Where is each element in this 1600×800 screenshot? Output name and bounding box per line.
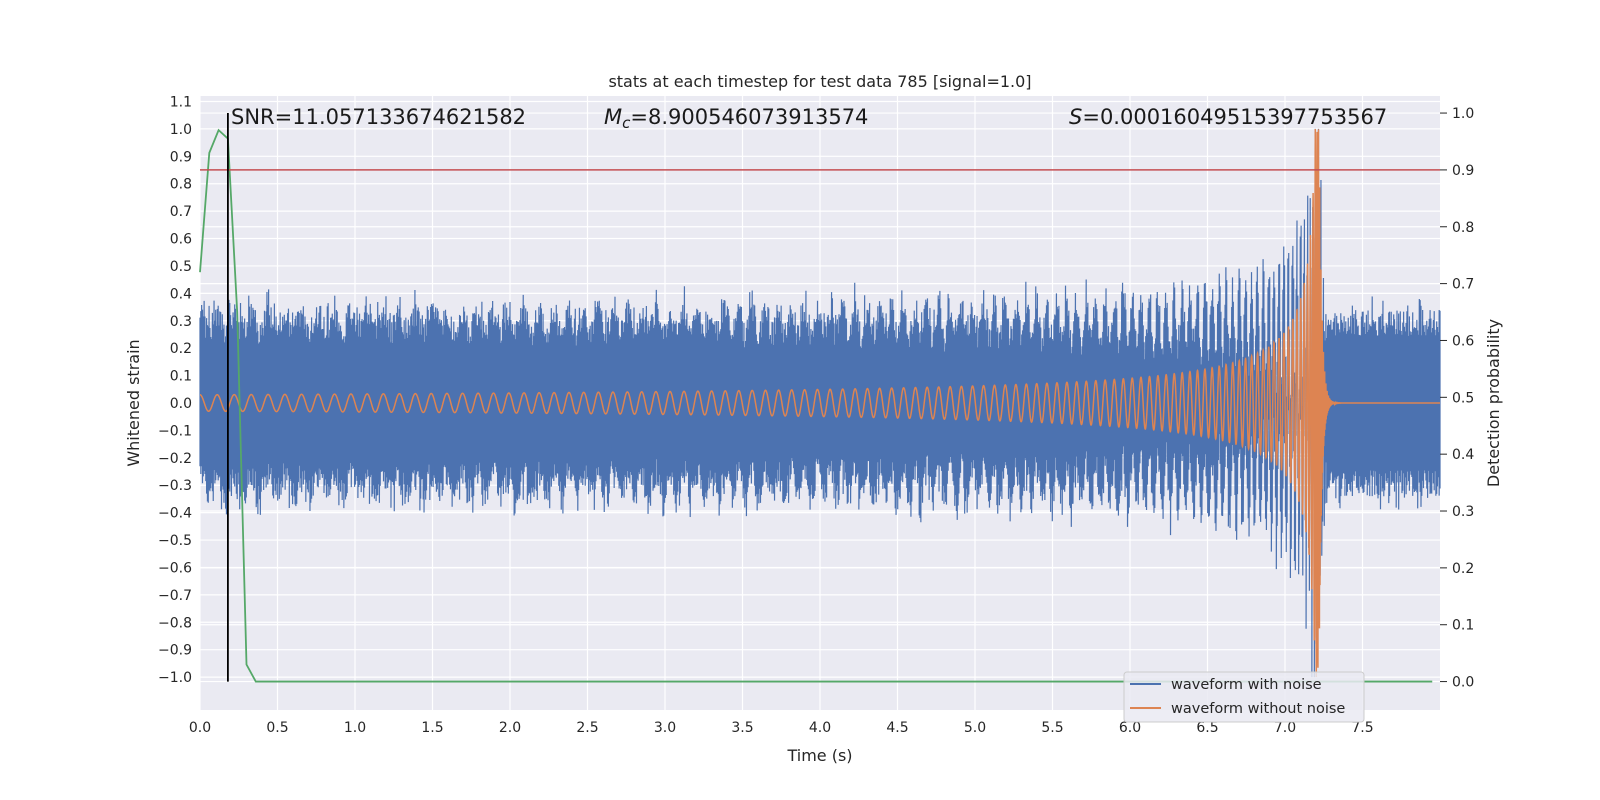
y-right-tick-label: 0.7 (1452, 277, 1474, 293)
x-tick-label: 7.5 (1351, 720, 1373, 736)
chirp-mass-annotation: Mc=8.900546073913574 (604, 105, 868, 132)
x-tick-label: 2.5 (576, 720, 598, 736)
x-tick-label: 1.0 (344, 720, 366, 736)
y-left-tick-label: 0.3 (170, 314, 192, 330)
y-left-tick-label: 0.9 (170, 149, 192, 165)
y-right-tick-label: 0.5 (1452, 390, 1474, 406)
x-tick-label: 7.0 (1274, 720, 1296, 736)
y-axis-right-label: Detection probability (1484, 319, 1503, 487)
chirp-mass-subscript: c (622, 114, 631, 132)
x-tick-label: 3.0 (654, 720, 676, 736)
chart-title: stats at each timestep for test data 785… (608, 72, 1031, 91)
series-layer (199, 128, 1441, 678)
tick-layer: 0.0 0.5 1.0 1.5 2.0 2.5 3.0 3.5 4.0 4.5 5.0 5.5 6.0 6… (158, 94, 1474, 736)
y-left-tick-label: −0.1 (158, 423, 192, 439)
y-right-tick-label: 0.9 (1452, 163, 1474, 179)
x-tick-label: 1.5 (421, 720, 443, 736)
chirp-mass-value: =8.900546073913574 (630, 105, 868, 129)
y-left-tick-label: −1.0 (158, 670, 192, 686)
y-left-tick-label: −0.9 (158, 643, 192, 659)
y-left-tick-label: 0.0 (170, 396, 192, 412)
series-waveform-without-noise (199, 128, 1440, 677)
y-right-tick-label: 0.0 (1452, 675, 1474, 691)
x-tick-label: 0.0 (189, 720, 211, 736)
legend-box (1123, 671, 1365, 723)
x-axis-label: Time (s) (786, 746, 852, 765)
s-value: =0.00016049515397753567 (1082, 105, 1387, 129)
y-left-tick-label: 1.1 (170, 94, 192, 110)
x-tick-label: 0.5 (266, 720, 288, 736)
legend: waveform with noise waveform without noi… (1123, 671, 1365, 723)
legend-label-noise: waveform with noise (1171, 677, 1322, 693)
y-left-tick-label: −0.8 (158, 615, 192, 631)
y-right-tick-label: 0.6 (1452, 333, 1474, 349)
y-right-tick-label: 0.2 (1452, 561, 1474, 577)
y-right-tick-label: 0.8 (1452, 220, 1474, 236)
s-symbol: S (1069, 105, 1082, 129)
x-tick-label: 2.0 (499, 720, 521, 736)
y-left-tick-label: 0.6 (170, 232, 192, 248)
x-tick-label: 3.5 (731, 720, 753, 736)
y-left-tick-label: −0.4 (158, 506, 192, 522)
overlay-layer (199, 113, 1440, 683)
x-tick-label: 6.5 (1196, 720, 1218, 736)
s-annotation: S=0.00016049515397753567 (1069, 105, 1387, 129)
x-tick-label: 4.0 (809, 720, 831, 736)
y-left-tick-label: −0.6 (158, 560, 192, 576)
y-left-tick-label: 0.4 (170, 286, 192, 302)
y-left-tick-label: 0.5 (170, 259, 192, 275)
y-right-tick-label: 0.1 (1452, 618, 1474, 634)
chirp-mass-symbol: M (604, 105, 622, 129)
y-right-tick-label: 0.3 (1452, 504, 1474, 520)
series-detection-probability (199, 128, 1433, 683)
y-right-tick-label: 1.0 (1452, 106, 1474, 122)
legend-label-clean: waveform without noise (1171, 701, 1345, 717)
x-tick-label: 4.5 (886, 720, 908, 736)
y-left-tick-label: 0.1 (170, 369, 192, 385)
y-left-tick-label: 0.7 (170, 204, 192, 220)
y-left-tick-label: −0.3 (158, 478, 192, 494)
y-left-tick-label: 1.0 (170, 122, 192, 138)
y-axis-left-label: Whitened strain (124, 339, 143, 466)
y-left-tick-label: 0.2 (170, 341, 192, 357)
y-left-tick-label: −0.2 (158, 451, 192, 467)
x-tick-label: 6.0 (1119, 720, 1141, 736)
y-left-tick-label: 0.8 (170, 177, 192, 193)
x-tick-label: 5.5 (1041, 720, 1063, 736)
y-left-tick-label: −0.7 (158, 588, 192, 604)
y-right-tick-label: 0.4 (1452, 447, 1474, 463)
snr-annotation: SNR=11.057133674621582 (231, 105, 526, 129)
y-left-tick-label: −0.5 (158, 533, 192, 549)
x-tick-label: 5.0 (964, 720, 986, 736)
